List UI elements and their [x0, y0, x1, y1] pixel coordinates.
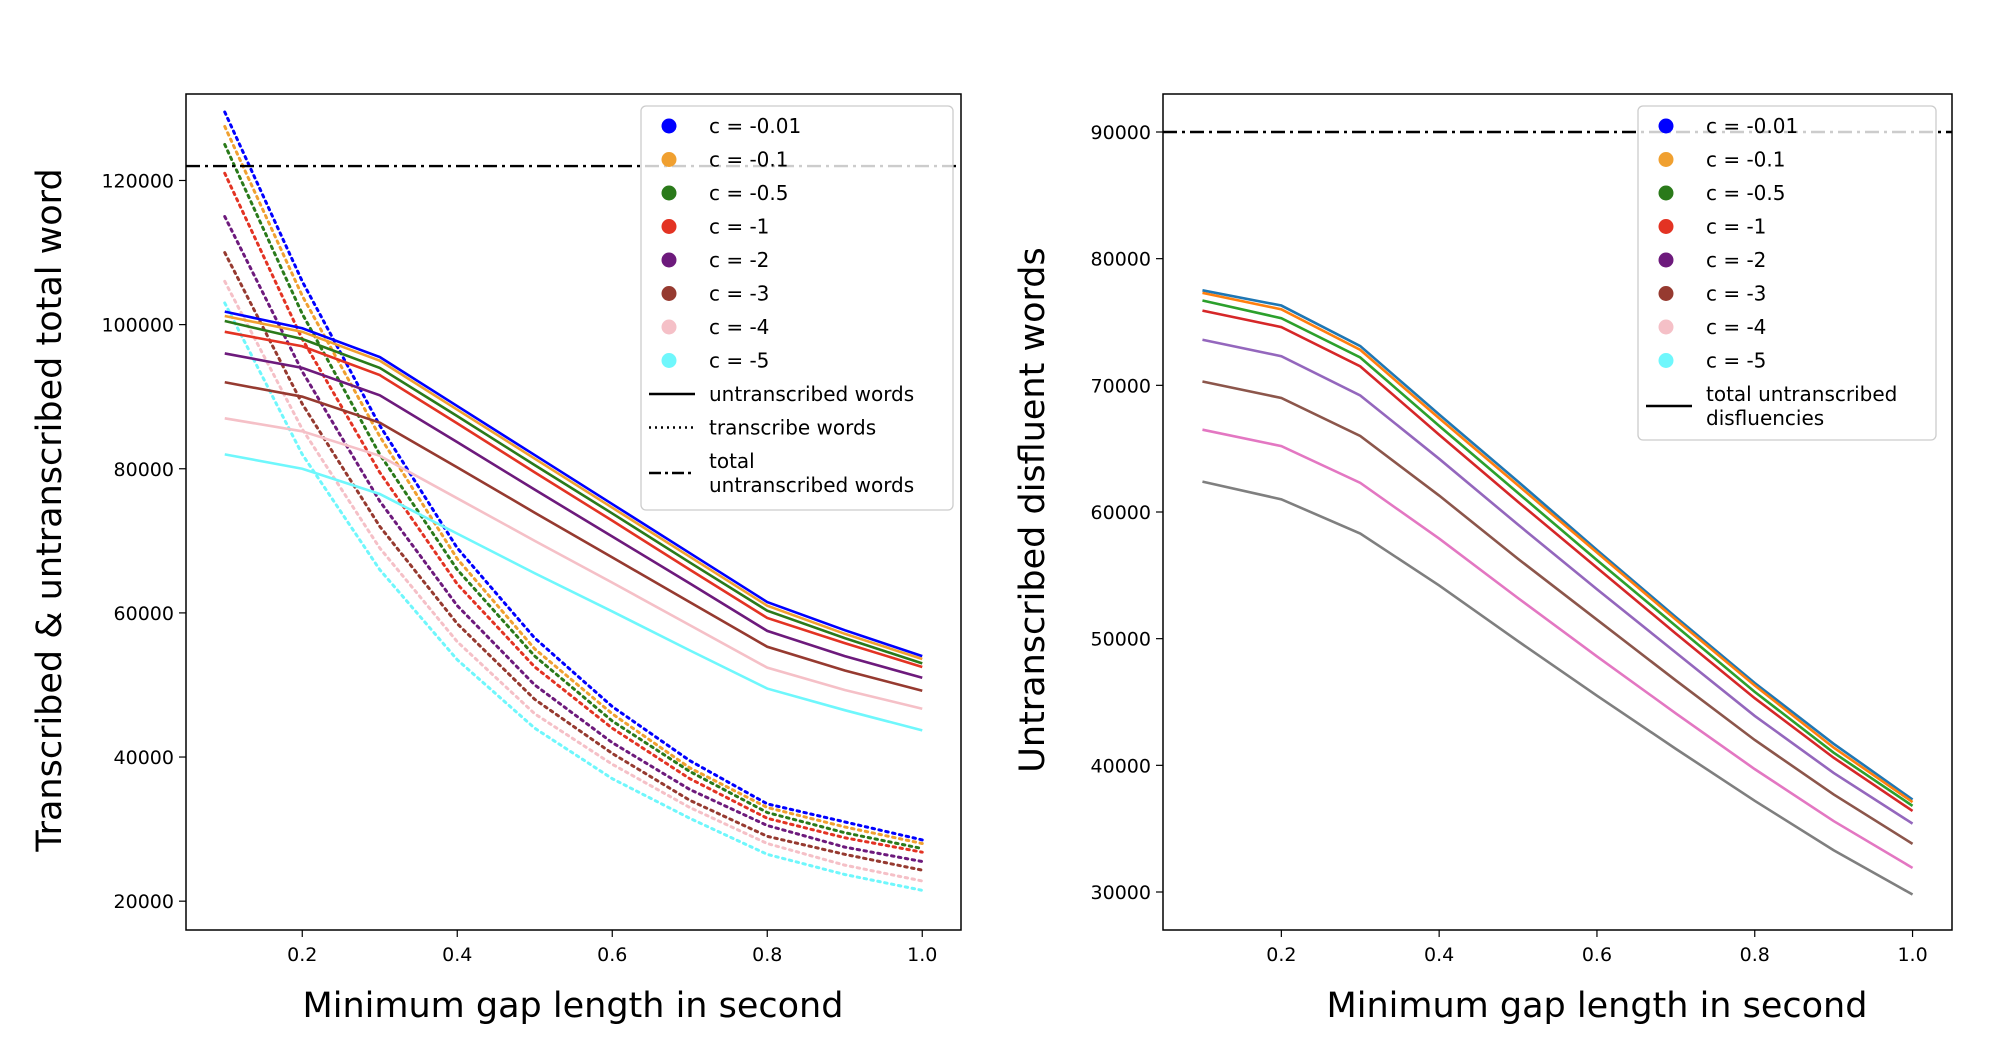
x-tick-label: 0.2 [287, 944, 317, 966]
transcribed-line-1 [223, 124, 924, 846]
y-axis-label: Untranscribed disfluent words [1013, 247, 1053, 772]
legend-label: c = -1 [1706, 215, 1766, 239]
x-tick-label: 1.0 [907, 944, 937, 966]
series-line-4 [1202, 338, 1914, 825]
transcribed-line-7 [223, 301, 924, 892]
legend-label: transcribe words [709, 416, 876, 440]
untranscribed-line-6 [224, 417, 923, 711]
transcribed-line-6 [223, 279, 924, 883]
legend-marker [1658, 286, 1674, 301]
legend-box [640, 105, 954, 511]
x-tick-label: 0.4 [1424, 944, 1454, 966]
legend-label: c = -0.1 [1706, 148, 1786, 172]
legend-label: c = -2 [1706, 248, 1766, 272]
chart-total-words: 0.2 0.4 0.6 0.8 1.0 20000 40000 60000 80000 10000… [30, 93, 962, 1026]
series-line-2 [1202, 299, 1914, 807]
legend-label: total untranscribed [1706, 382, 1897, 406]
plot-frame [185, 93, 962, 931]
legend-label: c = -5 [1706, 349, 1766, 373]
axis-ticks: 0.2 0.4 0.6 0.8 1.0 30000 40000 50000 60000 70000… [1091, 122, 1928, 966]
x-tick-label: 0.2 [1266, 944, 1296, 966]
y-tick-label: 80000 [114, 459, 174, 481]
y-axis-label: Transcribed & untranscribed total word [30, 168, 70, 852]
y-tick-label: 60000 [1091, 502, 1151, 524]
untranscribed-line-4 [224, 352, 923, 680]
axis-ticks: 0.2 0.4 0.6 0.8 1.0 20000 40000 60000 80000 10000… [101, 170, 937, 966]
y-tick-label: 120000 [101, 170, 174, 192]
legend-label: c = -3 [1706, 282, 1766, 306]
legend-label: c = -5 [709, 349, 769, 373]
transcribed-line-5 [223, 251, 924, 872]
untranscribed-line-5 [224, 380, 923, 692]
legend-label: c = -0.1 [709, 148, 789, 172]
y-tick-label: 60000 [114, 603, 174, 625]
series-line-1 [1202, 291, 1914, 804]
legend-marker [661, 319, 677, 335]
untranscribed-line-0 [224, 310, 923, 658]
x-axis-label: Minimum gap length in second [1327, 986, 1868, 1026]
y-tick-label: 20000 [114, 891, 174, 913]
chart-disfluent-words: 0.2 0.4 0.6 0.8 1.0 30000 40000 50000 60000 70000… [1013, 93, 1953, 1026]
legend: c = -0.01 c = -0.1 c = -0.5 c = -1 c = -2 c =… [640, 105, 954, 511]
transcribed-line-4 [223, 215, 924, 864]
transcribed-line-2 [223, 142, 924, 851]
legend-marker [661, 152, 677, 167]
legend-marker [1658, 319, 1674, 335]
y-tick-label: 30000 [1091, 882, 1151, 904]
x-tick-label: 0.6 [597, 944, 627, 966]
legend-label: disfluencies [1706, 406, 1824, 430]
y-tick-label: 80000 [1091, 249, 1151, 271]
transcribed-line-3 [223, 171, 924, 854]
y-tick-label: 40000 [1091, 755, 1151, 777]
untranscribed-line-3 [224, 330, 923, 669]
plot-area [186, 110, 961, 892]
legend-label: untranscribed words [709, 382, 914, 406]
series-line-5 [1202, 380, 1914, 845]
legend-label: c = -0.01 [709, 114, 801, 138]
legend-marker [661, 118, 677, 134]
legend-marker [661, 353, 677, 368]
legend-marker [661, 185, 677, 201]
legend-marker [661, 286, 677, 301]
legend-box [1637, 105, 1937, 441]
legend-marker [1658, 185, 1674, 201]
untranscribed-line-2 [224, 319, 923, 665]
y-tick-label: 100000 [101, 315, 174, 337]
legend-label: untranscribed words [709, 473, 914, 497]
legend-label: c = -1 [709, 215, 769, 239]
y-tick-label: 50000 [1091, 629, 1151, 651]
series-line-6 [1202, 428, 1914, 870]
series-line-0 [1202, 289, 1914, 801]
legend-marker [661, 252, 677, 268]
untranscribed-line-7 [224, 453, 923, 732]
legend-label: c = -3 [709, 282, 769, 306]
legend-label: c = -0.01 [1706, 114, 1798, 138]
legend-label: c = -4 [1706, 315, 1766, 339]
legend-label: c = -4 [709, 315, 769, 339]
x-tick-label: 0.4 [442, 944, 472, 966]
legend-marker [1658, 252, 1674, 268]
legend: c = -0.01 c = -0.1 c = -0.5 c = -1 c = -2 c =… [1637, 105, 1937, 441]
y-tick-label: 90000 [1091, 122, 1151, 144]
x-tick-label: 1.0 [1897, 944, 1927, 966]
x-tick-label: 0.8 [1740, 944, 1770, 966]
y-tick-label: 40000 [114, 747, 174, 769]
legend-marker [1658, 152, 1674, 167]
x-tick-label: 0.6 [1582, 944, 1612, 966]
legend-marker [1658, 219, 1674, 234]
untranscribed-line-1 [224, 314, 923, 661]
legend-label: c = -2 [709, 248, 769, 272]
series-line-3 [1202, 309, 1914, 813]
series-line-7 [1202, 480, 1914, 896]
legend-label: total [709, 449, 755, 473]
x-axis-label: Minimum gap length in second [303, 986, 844, 1026]
x-tick-label: 0.8 [752, 944, 782, 966]
legend-label: c = -0.5 [1706, 181, 1786, 205]
legend-marker [1658, 118, 1674, 134]
y-tick-label: 70000 [1091, 375, 1151, 397]
legend-label: c = -0.5 [709, 181, 789, 205]
legend-marker [661, 219, 677, 234]
legend-marker [1658, 353, 1674, 368]
